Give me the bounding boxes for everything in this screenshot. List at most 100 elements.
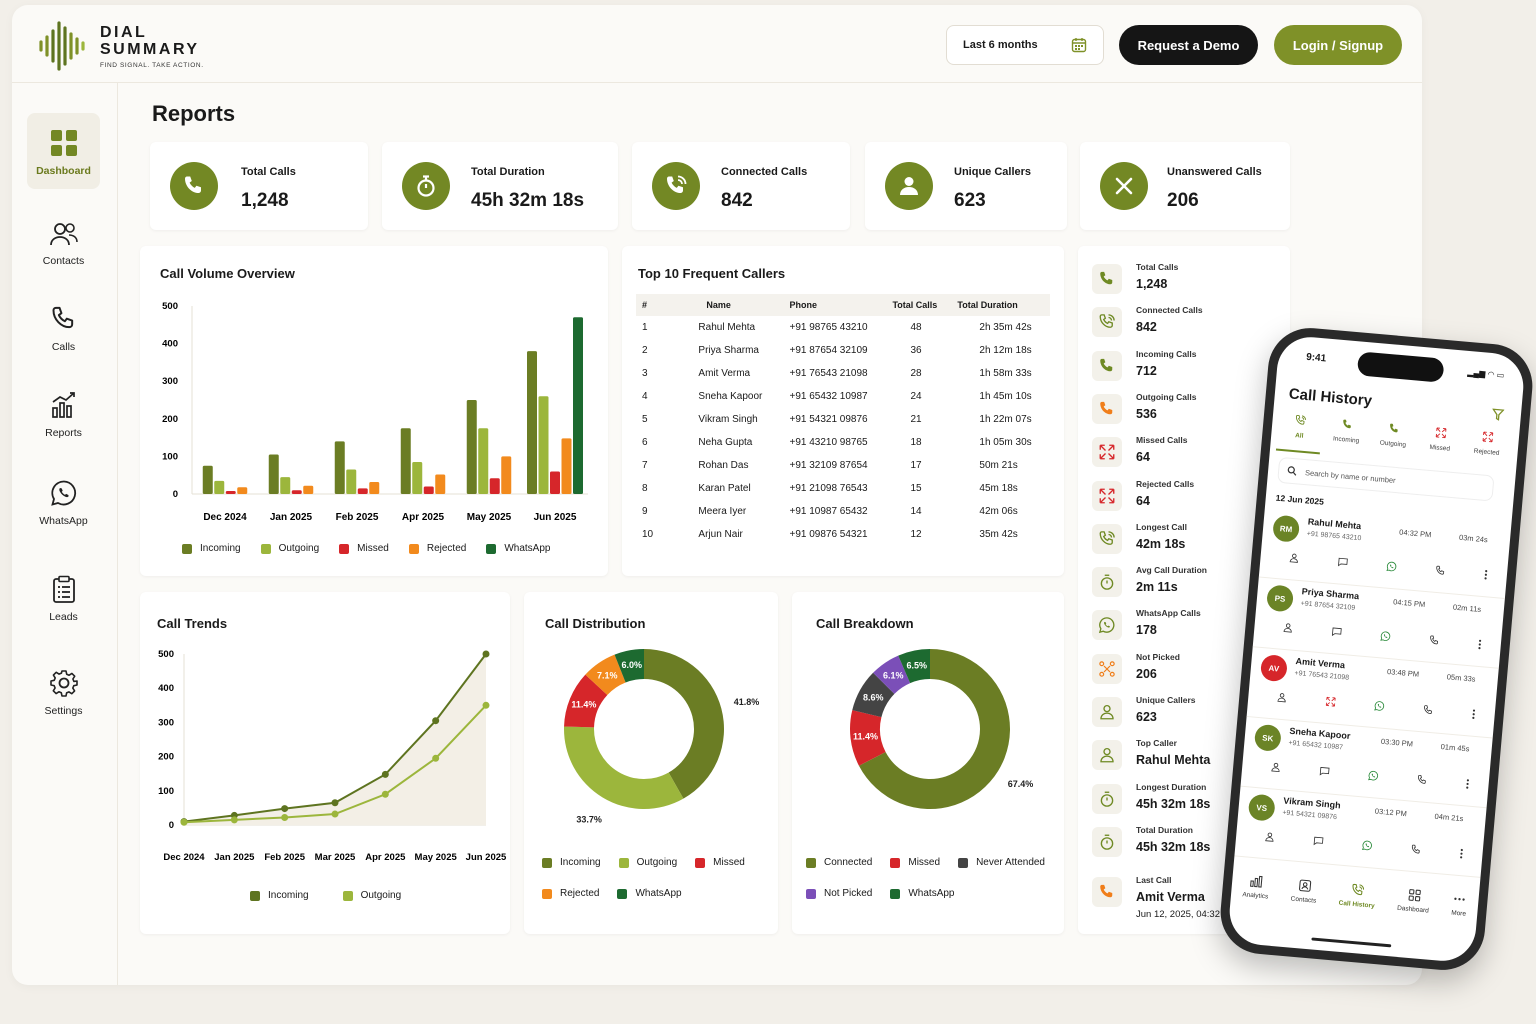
missed-call-icon[interactable]	[1325, 696, 1337, 708]
line-point[interactable]	[482, 701, 490, 709]
bar-incoming[interactable]	[400, 428, 411, 494]
table-header-cell[interactable]: Total Calls	[886, 294, 952, 316]
line-point[interactable]	[180, 818, 188, 826]
legend-item[interactable]: Incoming	[542, 857, 601, 868]
legend-item[interactable]: WhatsApp	[617, 888, 682, 899]
legend-item[interactable]: Missed	[695, 857, 745, 868]
more-vertical-icon[interactable]	[1483, 569, 1488, 580]
legend-item[interactable]: Rejected	[408, 543, 466, 554]
phone-tab-incoming[interactable]: Incoming	[1323, 415, 1370, 459]
bar-rejected[interactable]	[303, 485, 314, 494]
bar-outgoing[interactable]	[478, 428, 489, 494]
donut-slice-missed[interactable]	[850, 710, 886, 766]
table-row[interactable]: 3 Amit Verma +91 76543 21098 28 1h 58m 33s	[636, 362, 1050, 385]
bar-rejected[interactable]	[237, 487, 248, 494]
line-point[interactable]	[331, 799, 339, 807]
donut-slice-incoming[interactable]	[644, 649, 724, 799]
bar-incoming[interactable]	[268, 454, 279, 494]
sidebar-item-settings[interactable]: Settings	[27, 669, 100, 717]
table-row[interactable]: 8 Karan Patel +91 21098 76543 15 45m 18s	[636, 477, 1050, 500]
more-vertical-icon[interactable]	[1459, 848, 1464, 859]
phone-call-row[interactable]: SK Sneha Kapoor +91 65432 10987 03:30 PM 01m…	[1240, 716, 1493, 809]
filter-icon[interactable]	[1491, 408, 1505, 421]
legend-item[interactable]: Incoming	[182, 543, 241, 554]
bar-missed[interactable]	[489, 478, 500, 494]
more-vertical-icon[interactable]	[1471, 709, 1476, 720]
phone-call-row[interactable]: AV Amit Verma +91 76543 21098 03:48 PM 05m 3…	[1246, 647, 1499, 739]
bar-outgoing[interactable]	[538, 396, 549, 494]
legend-item[interactable]: Never Attended	[958, 857, 1045, 868]
user-icon[interactable]	[1270, 761, 1282, 773]
user-icon[interactable]	[1288, 552, 1300, 564]
line-point[interactable]	[381, 770, 389, 778]
whatsapp-icon[interactable]	[1380, 630, 1392, 642]
line-point[interactable]	[432, 754, 440, 762]
legend-item[interactable]: Outgoing	[342, 890, 401, 901]
bar-rejected[interactable]	[561, 438, 572, 494]
whatsapp-icon[interactable]	[1367, 770, 1379, 782]
table-row[interactable]: 1 Rahul Mehta +91 98765 43210 48 2h 35m 42s	[636, 316, 1050, 339]
whatsapp-icon[interactable]	[1386, 561, 1398, 573]
phone-call-row[interactable]: PS Priya Sharma +91 87654 32109 04:15 PM 02m…	[1252, 577, 1505, 669]
bar-incoming[interactable]	[527, 351, 537, 494]
donut-slice-outgoing[interactable]	[564, 726, 684, 809]
message-icon[interactable]	[1331, 626, 1343, 638]
table-row[interactable]: 5 Vikram Singh +91 54321 09876 21 1h 22m 07s	[636, 408, 1050, 431]
sidebar-item-reports[interactable]: Reports	[27, 391, 100, 439]
phone-search-input[interactable]: Search by name or number	[1277, 456, 1495, 502]
table-row[interactable]: 2 Priya Sharma +91 87654 32109 36 2h 12m 18s	[636, 339, 1050, 362]
phone-icon[interactable]	[1416, 774, 1428, 786]
sidebar-item-leads[interactable]: Leads	[27, 575, 100, 623]
phone-nav-contacts[interactable]: Contacts	[1288, 878, 1318, 930]
bar-incoming[interactable]	[334, 441, 345, 494]
bar-missed[interactable]	[423, 486, 434, 494]
phone-icon[interactable]	[1422, 704, 1434, 716]
bar-outgoing[interactable]	[346, 469, 357, 494]
legend-item[interactable]: Missed	[890, 857, 940, 868]
line-point[interactable]	[432, 717, 440, 725]
donut-slice-not-picked[interactable]	[873, 655, 911, 694]
message-icon[interactable]	[1313, 835, 1325, 847]
sidebar-item-dashboard[interactable]: Dashboard	[27, 113, 100, 189]
donut-slice-whatsapp[interactable]	[614, 649, 644, 683]
bar-missed[interactable]	[357, 488, 368, 494]
message-icon[interactable]	[1319, 765, 1331, 777]
legend-item[interactable]: WhatsApp	[486, 543, 550, 554]
legend-item[interactable]: Not Picked	[806, 888, 872, 899]
legend-item[interactable]: Outgoing	[618, 857, 677, 868]
user-icon[interactable]	[1282, 622, 1294, 634]
phone-icon[interactable]	[1410, 844, 1422, 856]
bar-rejected[interactable]	[435, 474, 446, 494]
request-demo-button[interactable]: Request a Demo	[1119, 25, 1258, 65]
bar-whatsapp[interactable]	[573, 317, 583, 494]
phone-nav-call-history[interactable]: Call History	[1336, 882, 1376, 935]
table-row[interactable]: 6 Neha Gupta +91 43210 98765 18 1h 05m 30s	[636, 431, 1050, 454]
donut-slice-missed[interactable]	[564, 674, 608, 728]
more-vertical-icon[interactable]	[1465, 778, 1470, 789]
bar-rejected[interactable]	[501, 456, 512, 494]
bar-incoming[interactable]	[466, 400, 477, 494]
legend-item[interactable]: Incoming	[250, 890, 309, 901]
line-point[interactable]	[331, 810, 339, 818]
phone-call-row[interactable]: VS Vikram Singh +91 54321 09876 03:12 PM 04m…	[1234, 786, 1487, 878]
user-icon[interactable]	[1264, 831, 1276, 843]
bar-outgoing[interactable]	[280, 477, 291, 494]
table-row[interactable]: 10 Arjun Nair +91 09876 54321 12 35m 42s	[636, 523, 1050, 546]
donut-slice-rejected[interactable]	[585, 654, 626, 696]
phone-tab-all[interactable]: All	[1275, 410, 1324, 455]
bar-missed[interactable]	[291, 490, 302, 494]
sidebar-item-contacts[interactable]: Contacts	[27, 221, 100, 267]
legend-item[interactable]: Outgoing	[260, 543, 319, 554]
bar-outgoing[interactable]	[214, 480, 225, 494]
sidebar-item-calls[interactable]: Calls	[27, 305, 100, 353]
sidebar-item-whatsapp[interactable]: WhatsApp	[27, 479, 100, 527]
table-row[interactable]: 7 Rohan Das +91 32109 87654 17 50m 21s	[636, 454, 1050, 477]
table-row[interactable]: 9 Meera Iyer +91 10987 65432 14 42m 06s	[636, 500, 1050, 523]
donut-slice-never-attended[interactable]	[852, 672, 895, 718]
donut-slice-connected[interactable]	[858, 649, 1010, 809]
login-signup-button[interactable]: Login / Signup	[1274, 25, 1402, 65]
phone-nav-more[interactable]: More	[1449, 892, 1468, 943]
table-row[interactable]: 4 Sneha Kapoor +91 65432 10987 24 1h 45m 10s	[636, 385, 1050, 408]
brand-logo[interactable]: DIAL SUMMARY FIND SIGNAL. TAKE ACTION.	[38, 19, 204, 73]
legend-item[interactable]: Rejected	[542, 888, 599, 899]
